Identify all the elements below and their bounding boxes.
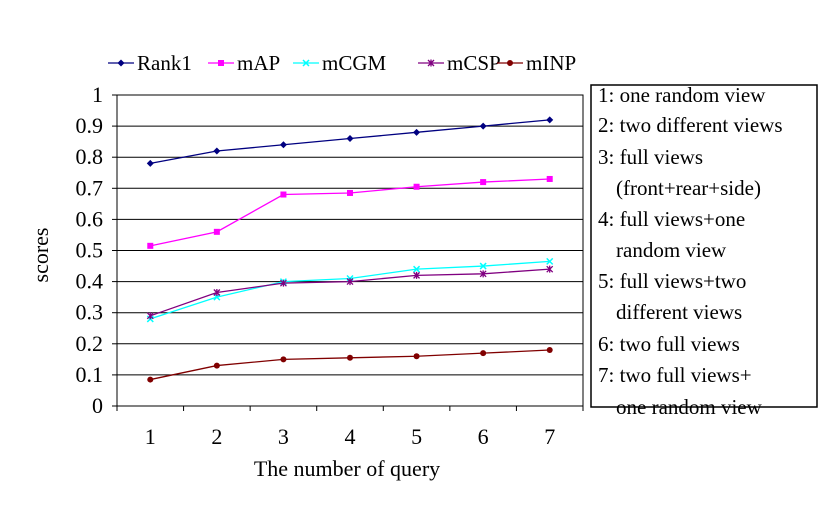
x-tick-label: 2 [211, 424, 222, 449]
data-point-minp [546, 347, 553, 354]
legend-item-map: mAP [208, 51, 280, 75]
legend: Rank1 mAP mCGM mCSP mINP [108, 51, 576, 75]
legend-marker-mcgm [302, 59, 310, 67]
data-point-rank1 [546, 116, 554, 124]
data-point-rank1 [146, 159, 154, 167]
y-tick-label: 0.6 [76, 206, 104, 231]
legend-item-mcsp: mCSP [418, 51, 501, 75]
x-tick-label: 3 [278, 424, 289, 449]
x-tick-label: 1 [145, 424, 156, 449]
data-point-minp [213, 362, 220, 369]
series-rank1 [146, 116, 554, 167]
legend-label-map: mAP [237, 51, 280, 75]
legend-marker-mcsp [427, 59, 435, 67]
data-point-map [347, 189, 353, 196]
x-tick-label: 4 [345, 424, 356, 449]
note-line: 2: two different views [598, 113, 783, 137]
y-tick-label: 0.5 [76, 238, 104, 263]
series-lines [146, 116, 554, 383]
note-line: 3: full views [598, 145, 703, 169]
data-point-map [546, 175, 553, 182]
notes-box [590, 84, 818, 408]
x-axis-title: The number of query [254, 456, 440, 481]
data-point-map [147, 242, 154, 249]
note-line: 1: one random view [598, 83, 766, 107]
data-point-mcsp [413, 271, 421, 279]
query-setting-notes: 1: one random view 2: two different views… [598, 83, 783, 419]
data-point-mcsp [146, 312, 154, 320]
data-point-rank1 [479, 122, 487, 130]
data-point-rank1 [213, 147, 221, 155]
y-tick-labels: 0 0.1 0.2 0.3 0.4 0.5 0.6 0.7 0.8 0.9 1 [76, 82, 104, 418]
data-point-map [280, 191, 287, 198]
legend-item-minp: mINP [497, 51, 576, 75]
legend-marker-map [218, 60, 224, 66]
note-line: one random view [616, 395, 763, 419]
data-point-map [413, 183, 420, 190]
series-line-mcgm [150, 260, 550, 320]
data-point-rank1 [346, 135, 354, 143]
data-point-rank1 [279, 141, 287, 149]
data-point-mcsp [213, 288, 221, 296]
data-point-minp [413, 353, 420, 360]
note-line: different views [616, 300, 742, 324]
data-point-mcsp [479, 270, 487, 278]
y-axis-title: scores [28, 228, 53, 283]
gridlines [117, 125, 583, 376]
note-line: random view [616, 238, 727, 262]
series-mcsp [146, 265, 554, 320]
x-tick-label: 5 [411, 424, 422, 449]
x-tick-label: 7 [544, 424, 555, 449]
legend-item-mcgm: mCGM [293, 51, 387, 75]
y-tick-label: 0.4 [76, 269, 104, 294]
y-tick-label: 0.7 [76, 175, 104, 200]
y-tick-label: 0.8 [76, 144, 104, 169]
note-line: 7: two full views+ [598, 363, 752, 387]
x-tick-label: 6 [478, 424, 489, 449]
data-point-minp [280, 356, 287, 363]
data-point-mcsp [546, 265, 554, 273]
y-tick-label: 0.3 [76, 300, 104, 325]
data-point-mcsp [346, 278, 354, 286]
series-line-map [150, 178, 550, 247]
data-point-mcgm [546, 257, 554, 265]
series-minp [147, 347, 553, 383]
data-point-mcgm [413, 265, 421, 273]
data-point-map [480, 179, 487, 186]
series-line-mcsp [150, 268, 550, 317]
data-point-mcgm [479, 262, 487, 270]
data-point-minp [147, 376, 154, 383]
data-point-minp [347, 354, 353, 361]
y-tick-label: 0.2 [76, 331, 104, 356]
y-tick-label: 1 [92, 82, 103, 107]
legend-label-mcgm: mCGM [322, 51, 387, 75]
legend-label-rank1: Rank1 [137, 51, 192, 75]
note-line: 6: two full views [598, 332, 740, 356]
y-tick-label: 0.1 [76, 362, 104, 387]
series-map [147, 175, 553, 249]
note-line: 5: full views+two [598, 269, 746, 293]
data-point-mcsp [279, 279, 287, 287]
axis-ticks [112, 94, 584, 411]
legend-marker-rank1 [117, 59, 125, 67]
legend-marker-minp [507, 60, 513, 66]
legend-item-rank1: Rank1 [108, 51, 192, 75]
y-tick-label: 0.9 [76, 113, 104, 138]
data-point-map [213, 228, 220, 235]
note-line: 4: full views+one [598, 207, 745, 231]
note-line: (front+rear+side) [616, 176, 761, 200]
x-tick-labels: 1 2 3 4 5 6 7 [145, 424, 555, 449]
data-point-rank1 [413, 128, 421, 136]
legend-label-mcsp: mCSP [447, 51, 501, 75]
legend-label-minp: mINP [526, 51, 576, 75]
data-point-minp [480, 350, 487, 357]
y-tick-label: 0 [92, 393, 103, 418]
